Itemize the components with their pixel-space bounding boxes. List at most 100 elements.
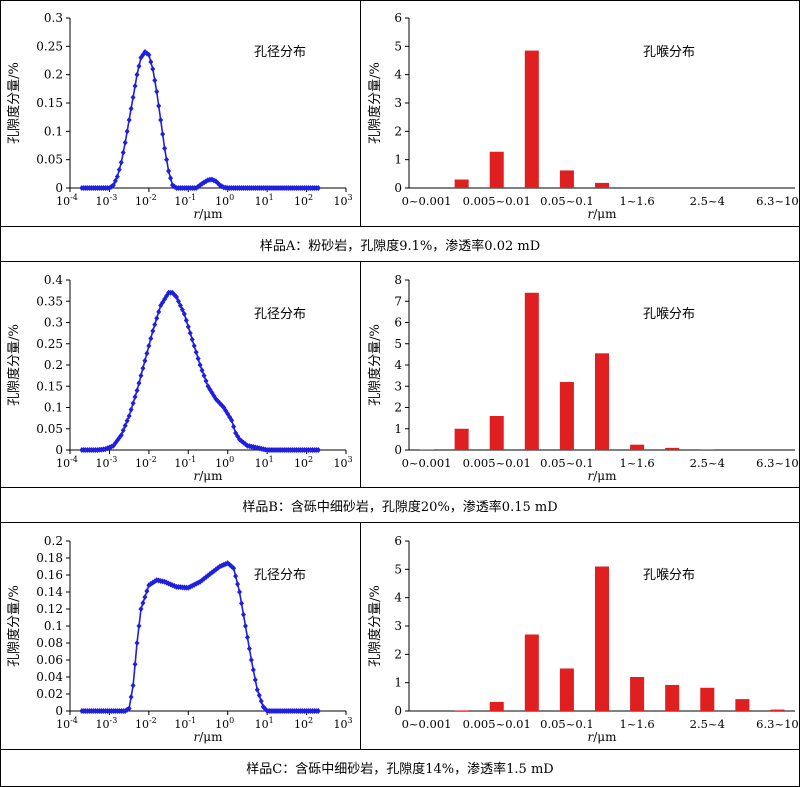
- x-tick-label: 10-1: [174, 716, 196, 731]
- data-point: [128, 105, 134, 112]
- data-point: [197, 362, 203, 368]
- data-point: [154, 88, 160, 95]
- data-point: [130, 400, 136, 407]
- data-point: [315, 708, 321, 714]
- y-tick-label: 0.06: [36, 653, 63, 667]
- data-point: [118, 432, 124, 439]
- x-tick-label: 100: [215, 455, 234, 470]
- data-point: [250, 666, 256, 673]
- y-tick-label: 4: [394, 358, 402, 372]
- y-tick-label: 0: [394, 443, 402, 457]
- x-tick-label: 0.005~0.01: [463, 194, 531, 208]
- x-tick-label: 103: [333, 455, 352, 470]
- y-tick-label: 0.1: [44, 401, 63, 415]
- y-tick-label: 0: [55, 443, 63, 457]
- sample-c-pore-size-chart: 0 0.02 0.04 0.06 0.08 0.1 0.12 0.14 0.16 0.18 0.2 孔…: [6, 534, 353, 744]
- panel-divider: [360, 262, 361, 487]
- data-point: [235, 581, 241, 588]
- y-tick-label: 0.3: [44, 316, 63, 330]
- y-tick-label: 0: [394, 704, 402, 718]
- y-tick-label: 0.25: [36, 337, 63, 351]
- x-tick-label: 6.3~10: [756, 717, 799, 731]
- data-point: [213, 566, 219, 573]
- y-tick-label: 0.2: [44, 358, 63, 372]
- x-tick-label: 0.05~0.1: [540, 194, 594, 208]
- data-point: [120, 427, 126, 434]
- data-point: [189, 582, 195, 589]
- data-point: [134, 71, 140, 78]
- throat-bar: [594, 566, 610, 711]
- y-tick-label: 1: [394, 676, 402, 690]
- y-tick-label: 0.2: [44, 68, 63, 82]
- panel-divider: [360, 0, 361, 226]
- x-tick-label: 0~0.001: [402, 717, 452, 731]
- throat-bar: [630, 444, 645, 450]
- x-tick-label: 10-1: [174, 193, 196, 208]
- y-tick-label: 5: [394, 39, 402, 53]
- data-point: [144, 350, 150, 357]
- y-tick-label: 0.14: [36, 585, 63, 599]
- data-point: [140, 365, 146, 372]
- chart-title: 孔径分布: [254, 307, 306, 322]
- throat-bar: [454, 710, 469, 711]
- data-point: [116, 166, 122, 173]
- data-point: [152, 77, 158, 84]
- data-point: [231, 565, 237, 572]
- data-point: [162, 145, 168, 152]
- y-tick-label: 1: [394, 422, 402, 436]
- y-tick-label: 2: [394, 647, 402, 661]
- data-point: [193, 580, 199, 587]
- y-tick-label: 3: [394, 379, 402, 393]
- y-axis-label: 孔隙度分量/%: [367, 585, 383, 667]
- data-point: [110, 182, 116, 189]
- data-point: [231, 423, 237, 430]
- throat-bar: [454, 179, 469, 188]
- sample-b-pore-size-chart: 0 0.05 0.1 0.15 0.2 0.25 0.3 0.35 0.4 孔隙度分量/% 10-4…: [6, 273, 353, 483]
- data-point: [140, 600, 146, 607]
- data-point: [221, 561, 227, 568]
- data-point: [203, 377, 209, 384]
- data-point: [150, 328, 156, 334]
- data-point: [136, 380, 142, 387]
- x-tick-label: 103: [333, 716, 352, 731]
- throat-bar: [665, 447, 680, 450]
- data-point: [148, 335, 154, 342]
- data-point: [128, 693, 134, 700]
- data-point: [138, 606, 144, 612]
- x-axis-label: r/μm: [588, 469, 618, 483]
- y-tick-label: 0.35: [36, 294, 63, 308]
- y-tick-label: 1: [394, 153, 402, 167]
- x-tick-label: 102: [294, 716, 313, 731]
- y-tick-label: 6: [394, 316, 402, 330]
- sample-c-caption: 样品C：含砾中细砂岩，孔隙度14%，渗透率1.5 mD: [0, 749, 800, 785]
- data-point: [166, 168, 172, 174]
- data-point: [248, 657, 254, 663]
- data-point: [152, 321, 158, 328]
- throat-bar: [489, 416, 504, 450]
- x-tick-label: 2.5~4: [690, 194, 725, 208]
- data-point: [193, 349, 199, 356]
- data-point: [156, 102, 162, 109]
- x-tick-label: 1~1.6: [619, 194, 654, 208]
- x-tick-label: 10-1: [174, 455, 196, 470]
- y-tick-label: 0.08: [36, 636, 63, 650]
- data-point: [199, 577, 205, 584]
- y-tick-label: 2: [394, 124, 402, 138]
- throat-bar: [700, 687, 715, 711]
- data-point: [244, 634, 250, 641]
- data-point: [246, 645, 252, 652]
- x-tick-label: 10-2: [135, 455, 157, 470]
- x-tick-label: 103: [333, 193, 352, 208]
- data-point: [148, 58, 154, 65]
- y-tick-label: 6: [394, 11, 402, 25]
- sample-b-throat-size-chart: 0 1 2 3 4 5 6 7 8 孔隙度分量/% 0~0.001 0.005~0.01 0.05~0.…: [367, 273, 799, 483]
- y-tick-label: 2: [394, 401, 402, 415]
- data-point: [142, 357, 148, 364]
- y-tick-label: 6: [394, 534, 402, 548]
- y-tick-label: 0.05: [36, 422, 63, 436]
- data-point: [189, 336, 195, 343]
- throat-bar: [735, 699, 750, 711]
- data-point: [130, 94, 136, 101]
- y-tick-label: 3: [394, 96, 402, 110]
